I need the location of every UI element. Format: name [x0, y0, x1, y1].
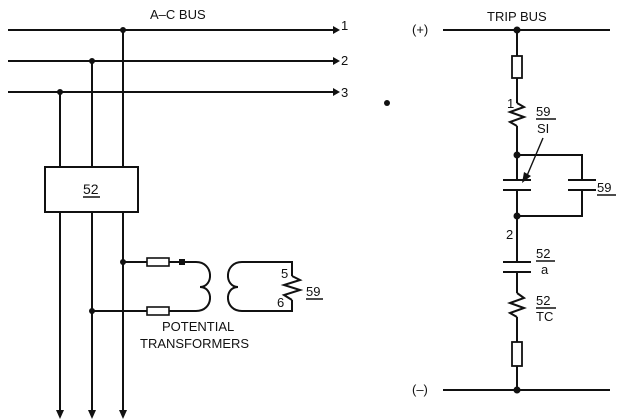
trip-bus-title: TRIP BUS	[487, 9, 547, 24]
aux-contact-top-label: 52	[536, 246, 550, 261]
bus-label-2: 2	[341, 53, 348, 68]
trip-coil-icon	[507, 292, 527, 318]
bus-label-3: 3	[341, 85, 348, 100]
seal-in-coil-top-label: 59	[536, 104, 550, 119]
ac-bus-title: A–C BUS	[150, 7, 206, 22]
bus-arrow-2	[333, 57, 340, 65]
relay-59-label: 59	[306, 284, 320, 299]
si-leader-line	[525, 137, 544, 179]
seal-in-coil-icon	[507, 102, 527, 127]
pt-title-line2: TRANSFORMERS	[140, 336, 249, 351]
si-leader-arrowhead	[522, 172, 531, 183]
pt-fuse-upper	[146, 257, 170, 267]
trip-fuse-top	[511, 55, 523, 79]
pt-primary-winding	[195, 261, 211, 312]
pt-sec-lead-upper	[242, 261, 293, 276]
seal-in-coil-bottom-label: SI	[537, 121, 549, 136]
relay-59-coil-icon	[280, 275, 304, 301]
trip-fuse-bottom	[511, 341, 523, 367]
pt-secondary-winding	[227, 261, 243, 312]
breaker-52-box	[44, 166, 139, 213]
pt-polarity-mark	[179, 259, 185, 265]
negative-label: (–)	[412, 382, 428, 397]
bus-arrow-1	[333, 26, 340, 34]
arrow-down-3	[56, 410, 64, 419]
node-2-label: 2	[506, 227, 513, 242]
pt-terminal-5: 5	[281, 266, 288, 281]
arrow-down-2	[88, 410, 96, 419]
pt-terminal-6: 6	[277, 295, 284, 310]
breaker-52-label: 52	[83, 181, 99, 197]
relay-contact-59-label: 59	[597, 180, 611, 195]
trip-coil-top-label: 52	[536, 293, 550, 308]
node-1-label: 1	[507, 96, 514, 111]
bus-label-1: 1	[341, 18, 348, 33]
pt-sec-lead-lower	[242, 300, 293, 312]
pt-title-line1: POTENTIAL	[162, 319, 234, 334]
aux-contact-bottom-label: a	[541, 262, 549, 277]
trip-coil-bottom-label: TC	[536, 309, 553, 324]
arrow-down-1	[119, 410, 127, 419]
pt-fuse-lower	[146, 306, 170, 316]
bus-arrow-3	[333, 88, 340, 96]
parallel-wire-top	[517, 154, 583, 180]
positive-label: (+)	[412, 22, 428, 37]
stray-mark	[384, 100, 390, 106]
parallel-wire-bottom	[517, 190, 583, 217]
